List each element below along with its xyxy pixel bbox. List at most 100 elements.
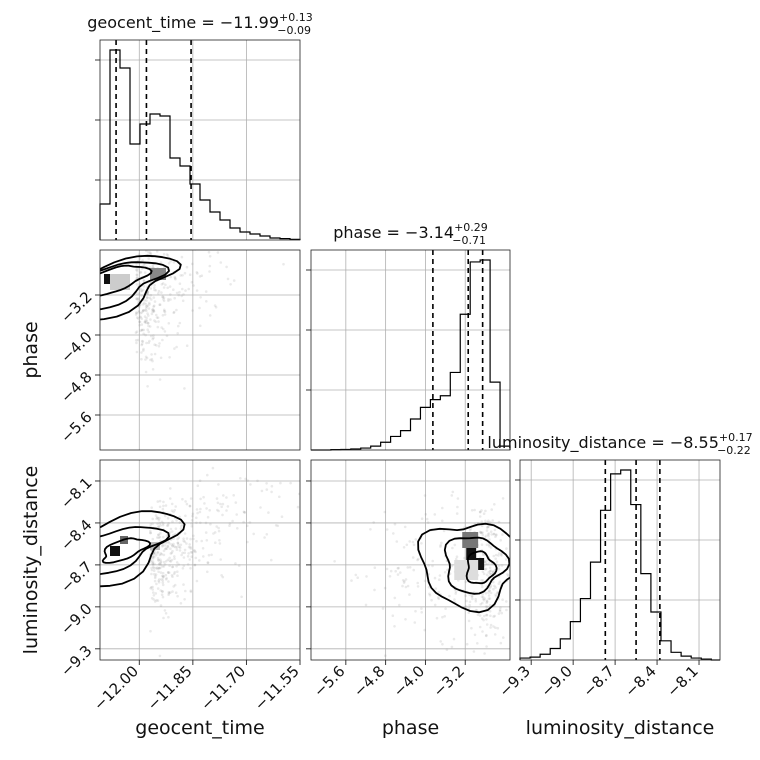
- sample-point: [136, 338, 140, 342]
- density-cell-1: [474, 558, 485, 570]
- sample-point: [147, 301, 151, 305]
- sample-point: [487, 589, 491, 592]
- sample-point: [142, 279, 146, 282]
- sample-point: [487, 594, 491, 597]
- sample-point: [149, 529, 152, 533]
- title-main-phase: phase = −3.14: [333, 223, 454, 242]
- sample-point: [157, 579, 160, 583]
- sample-point: [162, 299, 166, 303]
- sample-point: [183, 532, 187, 535]
- sample-point: [158, 303, 162, 307]
- sample-point: [185, 502, 189, 506]
- sample-point: [243, 511, 246, 514]
- sample-point: [152, 594, 156, 597]
- sample-point: [443, 571, 447, 574]
- sample-point: [439, 543, 443, 547]
- sample-point: [147, 341, 151, 345]
- sample-point: [187, 545, 191, 549]
- sample-point: [137, 253, 141, 256]
- sample-point: [140, 351, 143, 354]
- sample-point: [211, 202, 214, 205]
- sample-point: [152, 296, 156, 299]
- sample-point: [161, 581, 165, 584]
- sample-point: [479, 510, 482, 514]
- sample-point: [491, 519, 495, 522]
- axis-frame-geocent_time-luminosity_distance: [99, 459, 301, 661]
- sample-point: [138, 257, 142, 261]
- sample-point: [230, 200, 233, 203]
- sample-point: [148, 296, 152, 300]
- sample-point: [163, 308, 166, 312]
- sample-point: [248, 521, 252, 524]
- sample-point: [286, 456, 289, 459]
- sample-point: [204, 209, 207, 212]
- sample-point: [440, 541, 443, 545]
- sample-point: [454, 590, 458, 593]
- histogram-phase: [311, 259, 511, 451]
- sample-point: [156, 517, 160, 520]
- sample-point: [145, 305, 148, 308]
- sample-point: [159, 561, 162, 564]
- sample-point: [159, 531, 162, 535]
- sample-point: [173, 570, 177, 574]
- sample-point: [175, 291, 179, 295]
- sample-point: [184, 500, 187, 503]
- sample-point: [388, 575, 392, 578]
- sample-point: [205, 207, 208, 210]
- sample-point: [478, 625, 482, 629]
- sample-point: [416, 558, 419, 562]
- sample-point: [406, 584, 410, 588]
- sample-point: [484, 567, 488, 571]
- sample-point: [221, 201, 224, 204]
- sample-point: [392, 532, 395, 535]
- sample-point: [167, 580, 170, 583]
- sample-point: [141, 259, 144, 262]
- sample-point: [140, 357, 143, 361]
- sample-point: [152, 598, 156, 601]
- sample-point: [167, 297, 170, 301]
- sample-point: [210, 553, 213, 557]
- sample-point: [160, 552, 164, 556]
- sample-point: [215, 525, 218, 528]
- sample-point: [152, 310, 156, 313]
- contour-level-1: [100, 261, 170, 311]
- sample-point: [493, 503, 496, 506]
- sample-point: [176, 332, 179, 335]
- sample-point: [220, 505, 223, 509]
- sample-point: [237, 564, 241, 567]
- sample-point: [183, 540, 187, 543]
- sample-point: [481, 553, 485, 556]
- sample-point: [151, 368, 155, 371]
- sample-point: [174, 591, 178, 594]
- sample-point: [412, 543, 416, 547]
- sample-point: [180, 524, 183, 528]
- xaxis-label-luminosity_distance: luminosity_distance: [526, 717, 715, 739]
- sample-point: [151, 537, 155, 541]
- sample-point: [172, 288, 175, 292]
- sample-point: [177, 545, 181, 549]
- sample-point: [159, 604, 163, 607]
- sample-point: [159, 563, 162, 566]
- sample-point: [481, 585, 484, 589]
- sample-point: [188, 504, 192, 508]
- sample-point: [487, 571, 491, 574]
- sample-point: [171, 549, 174, 553]
- sample-point: [153, 283, 156, 287]
- sample-point: [488, 538, 491, 541]
- sample-point: [180, 553, 183, 557]
- sample-point: [167, 262, 171, 265]
- sample-point: [149, 523, 153, 526]
- sample-point: [182, 176, 185, 179]
- sample-point: [488, 561, 491, 564]
- sample-point: [162, 560, 166, 564]
- sample-point: [163, 310, 167, 314]
- sample-point: [486, 533, 490, 536]
- sample-point: [414, 609, 417, 613]
- sample-point: [172, 311, 175, 315]
- sample-point: [485, 645, 488, 648]
- sample-point: [195, 521, 198, 525]
- sample-point: [471, 597, 474, 601]
- sample-point: [159, 560, 163, 563]
- sample-point: [203, 502, 206, 505]
- sample-point: [383, 510, 387, 514]
